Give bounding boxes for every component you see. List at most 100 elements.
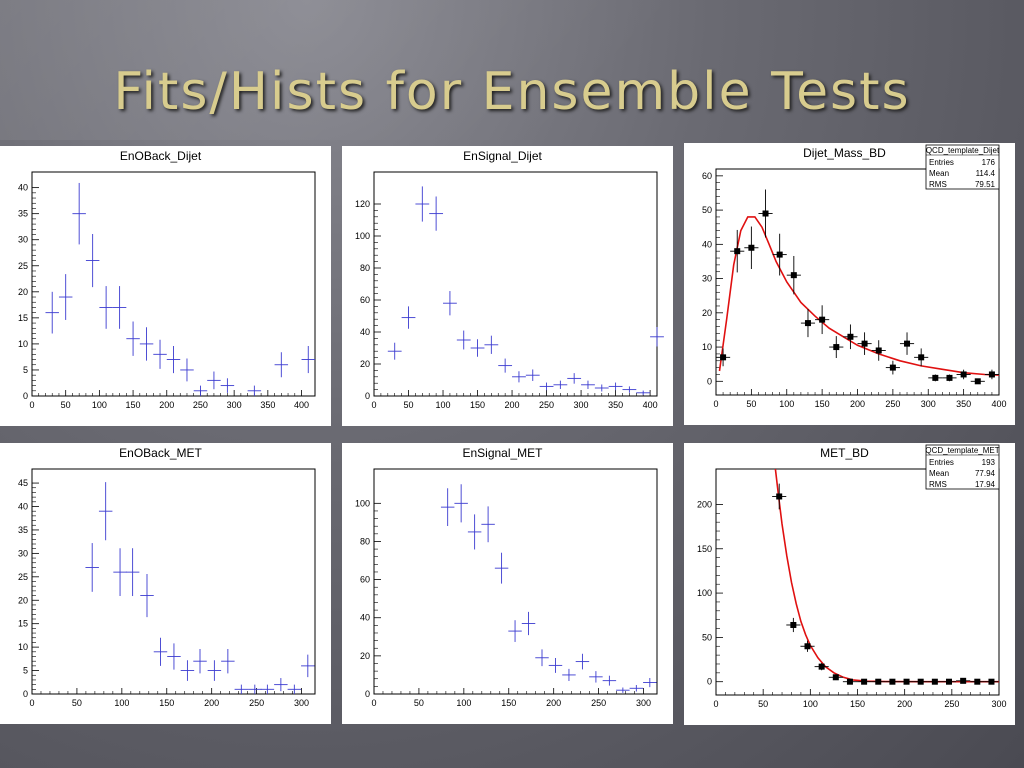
x-tick-label: 100: [114, 698, 129, 708]
data-point: [247, 385, 262, 396]
x-tick-label: 150: [815, 399, 830, 409]
x-tick-label: 250: [539, 400, 554, 410]
y-tick-label: 30: [18, 548, 28, 558]
plot-panel-ensignal-dijet: EnSignal_Dijet 0 50 100 150 200 250 300 350 400 0 2…: [342, 146, 673, 426]
data-point: [498, 358, 513, 373]
data-point: [928, 374, 943, 382]
x-tick-label: 0: [371, 698, 376, 708]
y-tick-label: 200: [697, 499, 712, 509]
data-point: [602, 675, 617, 686]
data-point: [440, 488, 455, 527]
y-tick-label: 40: [18, 183, 28, 193]
data-point: [260, 684, 275, 694]
data-point: [139, 327, 154, 361]
x-tick-label: 350: [608, 400, 623, 410]
x-tick-label: 0: [713, 699, 718, 709]
y-tick-label: 10: [18, 642, 28, 652]
stats-label: Mean: [929, 469, 949, 478]
data-point: [594, 384, 609, 392]
y-tick-label: 30: [18, 235, 28, 245]
x-tick-label: 250: [591, 698, 606, 708]
x-tick-label: 50: [414, 698, 424, 708]
x-tick-label: 100: [92, 400, 107, 410]
x-tick-label: 100: [803, 699, 818, 709]
data-point: [484, 335, 499, 354]
y-tick-label: 20: [360, 359, 370, 369]
y-tick-label: 25: [18, 261, 28, 271]
stats-label: RMS: [929, 180, 947, 189]
data-point: [467, 514, 482, 550]
stats-label: Mean: [929, 169, 949, 178]
data-point: [984, 678, 999, 685]
data-point: [744, 226, 759, 269]
y-tick-label: 45: [18, 478, 28, 488]
data-point: [525, 369, 540, 381]
x-tick-label: 150: [126, 400, 141, 410]
x-tick-label: 400: [991, 399, 1006, 409]
data-point: [622, 386, 637, 393]
data-point: [636, 390, 651, 396]
stats-box: QCD_template_MET Entries 193 Mean 77.94 RMS 17…: [925, 444, 1000, 490]
plot-frame: [373, 468, 658, 695]
x-tick-label: 100: [436, 400, 451, 410]
plot-panel-dijet-mass-bd: Dijet_Mass_BD 0 50 100 150 200 250 300 350 400 0 10…: [684, 143, 1015, 425]
data-point: [758, 189, 773, 238]
x-tick-label: 50: [746, 399, 756, 409]
data-point: [871, 340, 886, 361]
data-point: [99, 286, 113, 329]
data-point: [885, 360, 900, 375]
y-tick-label: 100: [355, 498, 370, 508]
data-point: [193, 385, 208, 396]
data-point: [45, 291, 59, 334]
background-highlight: [0, 0, 1024, 140]
data-point: [494, 552, 509, 584]
data-point: [301, 654, 315, 678]
plot-panel-met-bd: MET_BD 0 50 100 150 200 250 300 0 50 100 150 200 QCD_…: [684, 443, 1015, 725]
data-point: [814, 663, 829, 671]
data-point: [913, 678, 928, 685]
plot-frame: [373, 171, 658, 397]
y-tick-label: 20: [18, 287, 28, 297]
data-point: [643, 677, 657, 688]
y-tick-label: 40: [360, 613, 370, 623]
data-point: [857, 678, 872, 685]
x-tick-label: 200: [897, 699, 912, 709]
x-tick-label: 350: [956, 399, 971, 409]
plot-panel-enoback-dijet: EnOBack_Dijet 0 50 100 150 200 250 300 350 400 0 5 1…: [0, 146, 331, 426]
y-tick-label: 25: [18, 572, 28, 582]
data-point: [589, 671, 603, 683]
data-point: [140, 574, 154, 618]
data-point: [220, 378, 235, 393]
x-tick-label: 400: [294, 400, 309, 410]
data-point: [842, 678, 858, 685]
x-tick-label: 350: [260, 400, 275, 410]
plot-frame: [715, 468, 1000, 696]
data-point: [815, 305, 830, 335]
stats-name: QCD_template_MET: [925, 446, 999, 455]
data-point: [508, 620, 522, 642]
y-tick-label: 60: [702, 171, 712, 181]
plot-svg: MET_BD 0 50 100 150 200 250 300 0 50 100 150 200 QCD_…: [697, 444, 1007, 709]
x-tick-label: 200: [204, 698, 219, 708]
data-point: [58, 274, 73, 320]
data-point: [456, 330, 471, 350]
x-tick-label: 300: [921, 399, 936, 409]
y-tick-label: 0: [23, 689, 28, 699]
data-point: [829, 336, 844, 359]
y-tick-label: 150: [697, 544, 712, 554]
stats-value: 77.94: [975, 469, 996, 478]
data-point: [539, 382, 554, 391]
data-point: [153, 637, 168, 666]
data-point: [112, 286, 127, 329]
x-tick-label: 200: [505, 400, 520, 410]
data-point: [470, 339, 485, 357]
stats-label: RMS: [929, 480, 947, 489]
data-point: [72, 182, 86, 245]
x-tick-label: 250: [944, 699, 959, 709]
data-point: [401, 306, 416, 329]
y-tick-label: 60: [360, 295, 370, 305]
data-point: [429, 196, 444, 231]
data-point: [857, 332, 872, 355]
data-point: [899, 678, 914, 685]
y-tick-label: 40: [18, 502, 28, 512]
